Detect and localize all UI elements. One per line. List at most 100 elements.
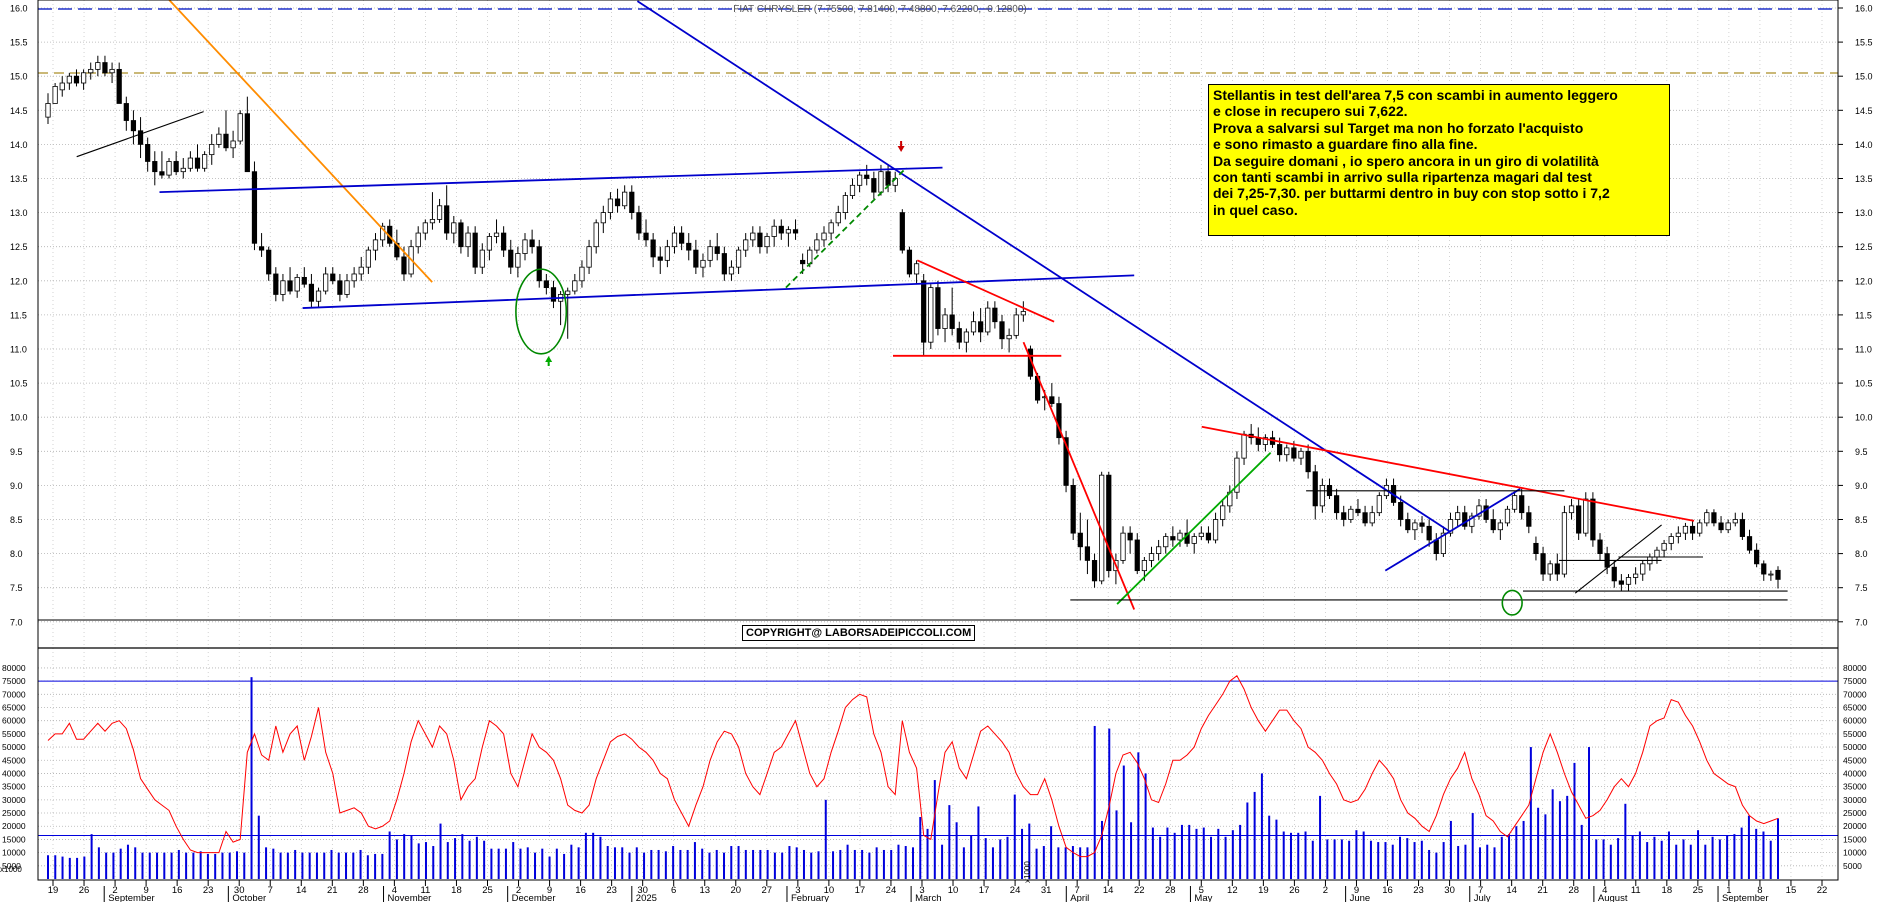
price-tick-label-left: 7.0 xyxy=(10,617,23,627)
volume-bar xyxy=(1755,828,1758,879)
candle xyxy=(501,226,507,257)
candle xyxy=(1148,546,1155,568)
price-tick-label-right: 10.5 xyxy=(1855,379,1873,389)
price-tick-label-right: 15.0 xyxy=(1855,72,1873,82)
volume-bar xyxy=(1667,831,1670,879)
volume-bar xyxy=(374,853,377,879)
time-tick-label: 15 xyxy=(1786,885,1797,896)
candle xyxy=(465,226,471,257)
annotation-line: e close in recupero sui 7,622. xyxy=(1213,103,1408,120)
time-tick-label: 11 xyxy=(420,885,430,896)
candle-body xyxy=(451,222,457,234)
volume-bar xyxy=(214,853,217,879)
time-tick-label: 4 xyxy=(1602,885,1607,896)
month-label: March xyxy=(915,893,941,902)
candle-body xyxy=(664,246,670,261)
volume-tick-label-left: 20000 xyxy=(2,821,26,831)
volume-bar xyxy=(882,849,885,879)
candle xyxy=(728,260,735,281)
volume-bar xyxy=(228,852,231,879)
candle-body xyxy=(1768,573,1774,576)
time-tick-label: 4 xyxy=(392,885,397,896)
candle-body xyxy=(735,249,742,268)
volume-bar xyxy=(592,832,595,879)
trend-line xyxy=(916,259,1055,323)
candle-body xyxy=(1355,508,1361,514)
volume-bar xyxy=(701,848,704,879)
candle xyxy=(1504,505,1511,527)
volume-bar xyxy=(868,852,871,879)
candle-body xyxy=(1697,522,1703,534)
candle-body xyxy=(365,249,371,268)
trend-line xyxy=(785,166,908,289)
volume-bar xyxy=(250,677,253,879)
candle-body xyxy=(1633,573,1639,578)
volume-bar xyxy=(1340,839,1343,879)
time-tick-label: 16 xyxy=(1382,885,1393,896)
candle xyxy=(636,205,642,240)
candle-body xyxy=(1262,437,1269,445)
trend-line xyxy=(1201,425,1695,522)
volume-tick-label-left: 10000 xyxy=(2,848,26,858)
time-tick-label: 9 xyxy=(547,885,552,896)
candle xyxy=(45,93,51,124)
volume-bar xyxy=(1413,842,1416,879)
time-tick-label: 7 xyxy=(268,885,273,896)
candle-body xyxy=(878,171,884,193)
volume-bar xyxy=(693,842,696,879)
volume-bar xyxy=(366,855,369,879)
candle-body xyxy=(180,167,186,173)
candle-body xyxy=(1305,450,1311,473)
candle-body xyxy=(970,321,977,333)
candle-body xyxy=(287,280,293,292)
candle xyxy=(1640,560,1646,581)
candle-body xyxy=(1070,484,1076,534)
volume-bar xyxy=(148,852,151,879)
candle xyxy=(1511,492,1518,513)
volume-bar xyxy=(534,852,537,879)
candle-body xyxy=(593,222,599,248)
candle-body xyxy=(750,232,756,241)
candle-body xyxy=(1277,444,1283,456)
volume-bar xyxy=(1602,839,1605,879)
trend-line xyxy=(1384,488,1521,572)
candle xyxy=(116,62,122,104)
candle-body xyxy=(1640,563,1646,575)
candle xyxy=(864,164,870,186)
candle-body xyxy=(1547,563,1553,575)
volume-tick-label-right: 40000 xyxy=(1843,768,1867,778)
candle-body xyxy=(1654,549,1660,558)
volume-bar xyxy=(970,835,973,879)
candle-body xyxy=(137,130,144,145)
candle-body xyxy=(871,178,877,193)
candle-body xyxy=(714,246,720,254)
candle-body xyxy=(1754,549,1760,565)
candle-body xyxy=(814,239,820,251)
volume-bar xyxy=(912,847,914,879)
candle-body xyxy=(209,143,215,156)
candle-body xyxy=(1049,396,1055,404)
candle xyxy=(1305,444,1311,479)
candle-body xyxy=(436,205,443,220)
volume-bar xyxy=(381,853,384,879)
candle xyxy=(123,96,129,131)
candle-body xyxy=(757,232,763,248)
volume-unit-label-left: x1000 xyxy=(0,865,22,874)
candle-body xyxy=(1241,433,1247,459)
candle xyxy=(1490,509,1496,534)
volume-bar xyxy=(1449,820,1452,879)
candle-body xyxy=(785,229,792,234)
candle xyxy=(429,192,436,230)
candle-body xyxy=(586,246,592,268)
time-tick-label: 17 xyxy=(979,885,990,896)
volume-bar xyxy=(1268,815,1271,879)
candle-body xyxy=(1298,450,1304,459)
volume-bar xyxy=(679,849,682,879)
candle xyxy=(593,219,599,254)
time-tick-label: 21 xyxy=(327,885,338,896)
candle-body xyxy=(1106,474,1112,572)
candle xyxy=(1682,522,1689,540)
candle-body xyxy=(1704,512,1710,524)
candle xyxy=(52,83,58,104)
candle xyxy=(607,192,614,220)
